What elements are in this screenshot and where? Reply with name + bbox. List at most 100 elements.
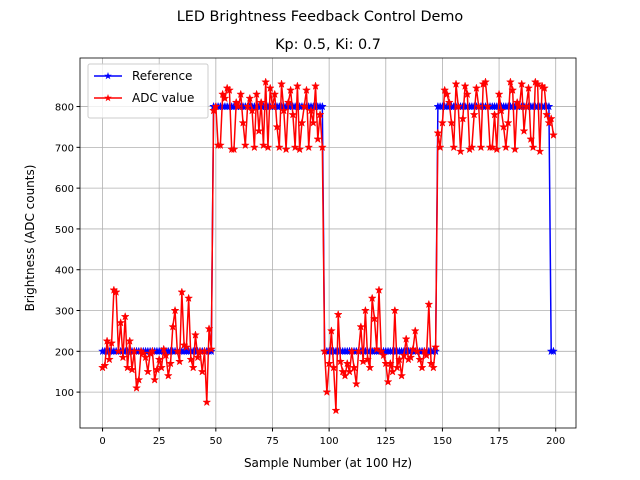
point-marker [431,342,441,352]
point-marker [211,101,221,111]
point-marker [385,358,395,368]
point-marker [392,362,402,372]
point-marker [510,144,520,154]
point-marker [188,362,198,372]
point-marker [104,354,114,364]
point-marker [193,352,203,362]
point-marker [286,85,296,95]
point-marker [501,142,511,152]
point-marker [508,85,518,95]
point-marker [544,118,554,127]
point-marker [311,81,321,90]
x-tick-label: 200 [546,436,565,447]
point-marker [469,109,479,119]
point-marker [329,362,339,372]
point-marker [367,293,377,303]
legend-marker [104,72,112,80]
point-marker [215,140,225,150]
point-marker [116,317,126,327]
y-tick-label: 200 [55,347,74,358]
point-marker [297,118,307,127]
point-marker [159,344,169,354]
point-marker [326,326,336,335]
point-marker [224,85,234,95]
point-marker [147,346,157,356]
point-marker [417,362,427,372]
point-marker [424,299,434,309]
point-marker [274,142,284,152]
point-marker [161,350,171,360]
point-marker [315,109,325,119]
legend-box [87,63,209,119]
point-marker [156,362,166,372]
point-marker [261,77,271,86]
point-marker [467,142,477,152]
x-tick-label: 50 [209,436,222,447]
point-marker [460,81,470,90]
point-marker [354,346,364,356]
point-marker [267,101,278,111]
point-marker [206,344,216,354]
point-marker [209,105,219,115]
point-marker [449,142,459,152]
point-marker [177,287,187,297]
point-marker [113,346,123,356]
point-marker [125,336,135,345]
point-marker [372,344,382,354]
point-marker [456,146,466,156]
point-marker [317,142,327,152]
point-marker [290,142,300,152]
point-marker [283,97,293,107]
point-marker [218,89,228,99]
point-marker [301,85,312,95]
point-marker [233,101,244,111]
point-marker [281,144,291,154]
point-marker [483,101,493,111]
y-axis-label: Brightness (ADC counts) [23,165,37,312]
point-marker [168,322,178,331]
point-marker [184,293,194,303]
point-marker [107,338,117,347]
point-marker [437,118,447,127]
point-marker [220,93,230,103]
point-marker [408,344,418,354]
point-marker [435,142,445,152]
point-marker [490,109,500,119]
point-marker [111,287,121,297]
point-marker [476,142,486,152]
point-marker [163,371,173,380]
point-marker [433,128,443,137]
point-marker [186,354,196,364]
point-marker [428,362,438,372]
point-marker [320,346,330,356]
point-marker [279,105,289,115]
point-marker [446,118,457,127]
point-marker [528,142,538,152]
point-marker [263,142,273,152]
point-marker [422,350,432,360]
point-marker [440,85,450,95]
point-marker [252,89,262,99]
point-marker [410,326,420,335]
x-tick-label: 150 [433,436,452,447]
point-marker [170,305,180,315]
point-marker [363,354,373,364]
point-marker [127,364,137,374]
legend-marker [104,94,112,102]
point-marker [542,109,552,119]
point-marker [150,375,160,384]
y-tick-label: 800 [55,103,74,114]
point-marker [533,79,543,88]
axes-frame [79,57,577,429]
point-marker [308,118,318,127]
point-marker [313,134,323,144]
point-marker [132,383,142,392]
point-marker [444,97,454,107]
point-marker [369,313,379,323]
point-marker [526,134,536,144]
point-marker [190,330,200,339]
point-marker [390,305,400,315]
y-tick-label: 400 [55,266,74,277]
point-marker [349,362,359,372]
